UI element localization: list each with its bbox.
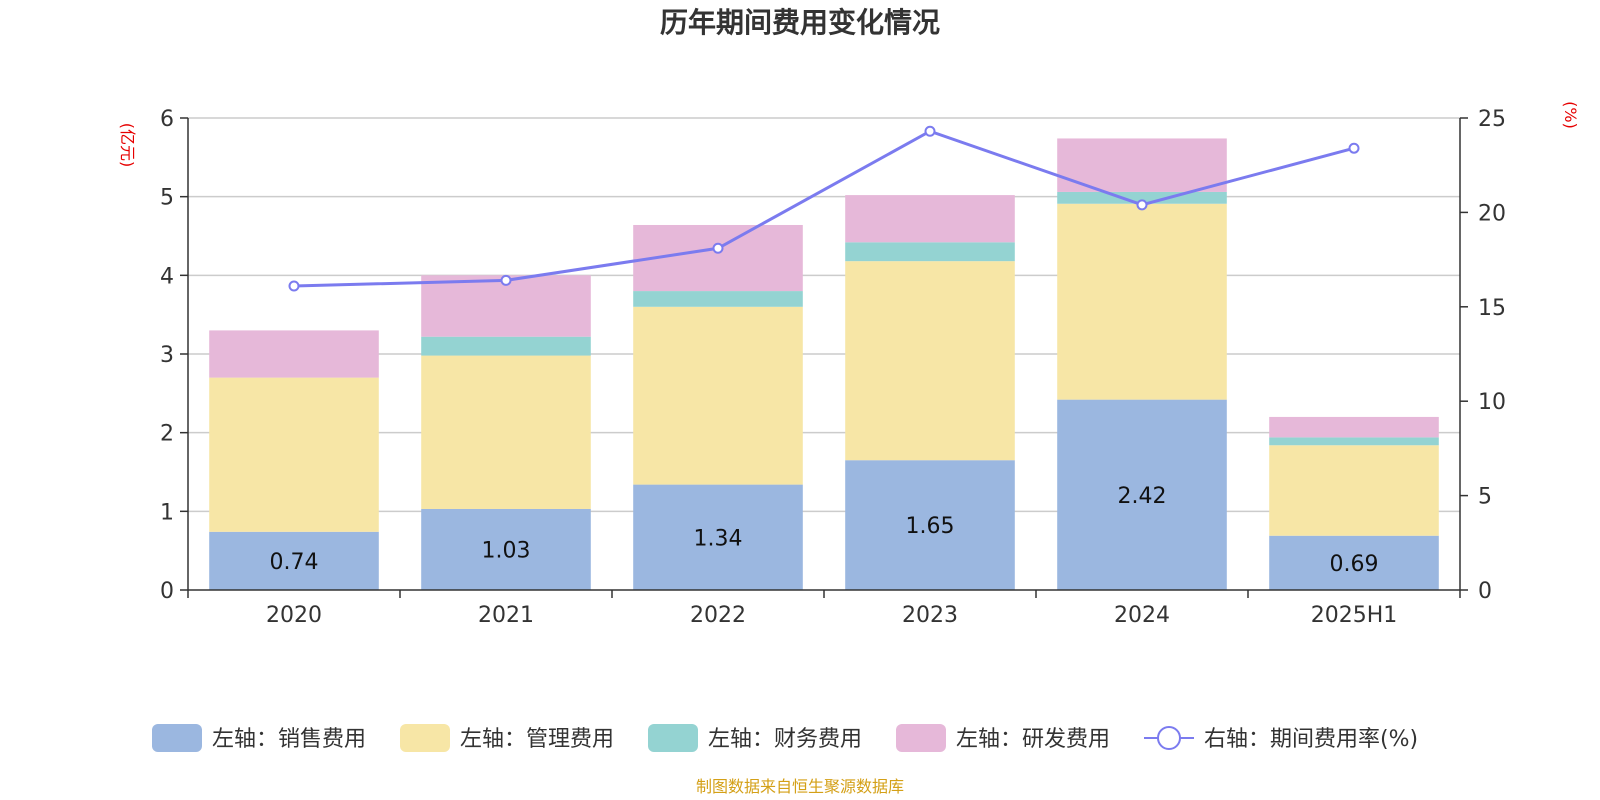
axes: 0 1 2 3 4 5 6 0 5 10 15 20 25 2020 2021 2022 2023 2024 202… bbox=[160, 107, 1506, 628]
bar-segment bbox=[1057, 191, 1227, 204]
chart-title: 历年期间费用变化情况 bbox=[660, 6, 940, 39]
bar-labels: 0.74 1.03 1.34 1.65 2.42 0.69 bbox=[270, 484, 1379, 577]
legend-swatch bbox=[400, 724, 450, 752]
right-tick-label: 25 bbox=[1478, 107, 1506, 132]
bar-segment bbox=[633, 291, 803, 307]
legend-swatch bbox=[648, 724, 698, 752]
bar-value-label: 1.65 bbox=[906, 514, 955, 539]
rate-line-point bbox=[1136, 199, 1148, 211]
legend-label: 左轴：销售费用 bbox=[212, 727, 366, 752]
grid-lines bbox=[188, 117, 1460, 513]
left-axis-name: (亿元) bbox=[118, 123, 137, 168]
bar-value-label: 0.74 bbox=[270, 550, 319, 575]
right-axis-name: (%) bbox=[1561, 101, 1580, 129]
bar-series bbox=[209, 138, 1439, 590]
rate-line-point bbox=[1348, 142, 1360, 154]
x-tick-label: 2023 bbox=[902, 603, 958, 628]
bar-segment bbox=[845, 261, 1015, 461]
bar-segment bbox=[209, 531, 379, 590]
x-tick-label: 2025H1 bbox=[1311, 603, 1398, 628]
right-tick-label: 10 bbox=[1478, 390, 1506, 415]
bar-segment bbox=[845, 460, 1015, 590]
legend-line-marker bbox=[1157, 726, 1181, 750]
bar-segment bbox=[1057, 203, 1227, 400]
legend-label: 左轴：管理费用 bbox=[460, 727, 614, 752]
right-tick-label: 20 bbox=[1478, 201, 1506, 226]
legend-label: 左轴：财务费用 bbox=[708, 727, 862, 752]
rate-line-point bbox=[500, 274, 512, 286]
right-tick-label: 15 bbox=[1478, 296, 1506, 321]
legend: 左轴：销售费用 左轴：管理费用 左轴：财务费用 左轴：研发费用 右轴：期间费用率(%) bbox=[152, 724, 1418, 752]
bar-segment bbox=[1057, 138, 1227, 192]
bar-value-label: 1.03 bbox=[482, 538, 531, 563]
bar-segment bbox=[845, 195, 1015, 243]
bar-segment bbox=[1269, 416, 1439, 438]
x-tick-label: 2020 bbox=[266, 603, 322, 628]
x-tick-label: 2021 bbox=[478, 603, 534, 628]
legend-label: 左轴：研发费用 bbox=[956, 727, 1110, 752]
left-tick-label: 2 bbox=[160, 422, 174, 447]
left-tick-label: 3 bbox=[160, 343, 174, 368]
source-note: 制图数据来自恒生聚源数据库 bbox=[696, 777, 904, 796]
bar-segment bbox=[421, 355, 591, 509]
legend-swatch bbox=[152, 724, 202, 752]
x-tick-label: 2024 bbox=[1114, 603, 1170, 628]
rate-line bbox=[288, 125, 1360, 292]
left-tick-label: 4 bbox=[160, 264, 174, 289]
bar-value-label: 1.34 bbox=[694, 526, 743, 551]
bar-segment bbox=[633, 306, 803, 485]
rate-line-path bbox=[293, 129, 1355, 288]
bar-segment bbox=[1269, 535, 1439, 590]
legend-swatch bbox=[896, 724, 946, 752]
rate-line-point bbox=[288, 280, 300, 292]
bar-segment bbox=[1057, 399, 1227, 590]
left-tick-label: 6 bbox=[160, 107, 174, 132]
bar-segment bbox=[845, 242, 1015, 262]
legend-label: 右轴：期间费用率(%) bbox=[1204, 727, 1418, 752]
left-tick-label: 5 bbox=[160, 186, 174, 211]
bar-segment bbox=[633, 484, 803, 590]
left-tick-label: 1 bbox=[160, 500, 174, 525]
x-tick-label: 2022 bbox=[690, 603, 746, 628]
bar-segment bbox=[1269, 437, 1439, 446]
rate-line-point bbox=[924, 125, 936, 137]
bar-value-label: 0.69 bbox=[1330, 552, 1379, 577]
bar-segment bbox=[1269, 445, 1439, 536]
bar-segment bbox=[421, 336, 591, 356]
rate-line-point bbox=[712, 242, 724, 254]
right-tick-label: 5 bbox=[1478, 485, 1492, 510]
left-tick-label: 0 bbox=[160, 579, 174, 604]
bar-segment bbox=[209, 330, 379, 378]
bar-segment bbox=[209, 377, 379, 532]
right-tick-label: 0 bbox=[1478, 579, 1492, 604]
bar-value-label: 2.42 bbox=[1118, 484, 1167, 509]
bar-segment bbox=[421, 508, 591, 590]
